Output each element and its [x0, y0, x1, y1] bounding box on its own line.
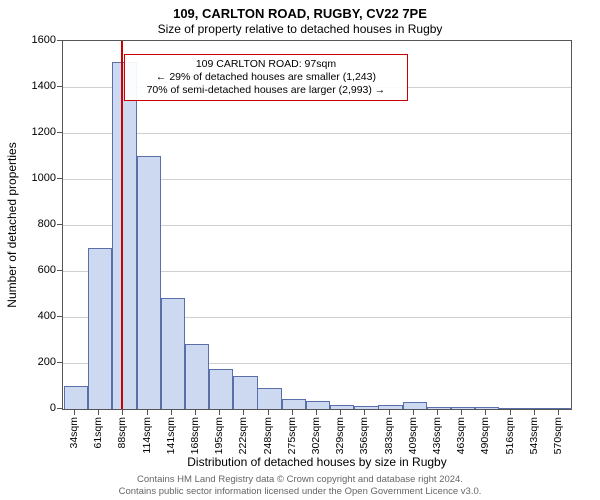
y-tick-label: 200	[38, 356, 56, 368]
x-axis-label: Distribution of detached houses by size …	[62, 455, 572, 469]
bar	[306, 401, 330, 409]
bar	[233, 376, 257, 409]
y-axis-ticks: 02004006008001000120014001600	[0, 40, 62, 410]
x-tick-label: 88sqm	[116, 417, 128, 449]
x-tick-mark	[413, 410, 414, 415]
x-tick-mark	[195, 410, 196, 415]
x-tick-label: 168sqm	[189, 417, 201, 454]
annotation-line3: 70% of semi-detached houses are larger (…	[131, 84, 401, 97]
y-tick-label: 1400	[32, 80, 56, 92]
bar	[257, 388, 281, 409]
x-tick-mark	[219, 410, 220, 415]
annotation-line2: ← 29% of detached houses are smaller (1,…	[131, 71, 401, 84]
x-tick-label: 248sqm	[262, 417, 274, 454]
x-tick-mark	[389, 410, 390, 415]
x-tick-mark	[364, 410, 365, 415]
bar	[209, 369, 233, 409]
x-tick-mark	[558, 410, 559, 415]
y-tick-label: 1600	[32, 34, 56, 46]
x-tick-label: 356sqm	[358, 417, 370, 454]
x-tick-mark	[316, 410, 317, 415]
x-tick-label: 516sqm	[504, 417, 516, 454]
x-tick-label: 409sqm	[407, 417, 419, 454]
plot-area: 109 CARLTON ROAD: 97sqm ← 29% of detache…	[62, 40, 572, 410]
y-tick-label: 800	[38, 218, 56, 230]
x-tick-label: 329sqm	[334, 417, 346, 454]
x-tick-mark	[340, 410, 341, 415]
bar	[185, 344, 209, 409]
x-tick-label: 490sqm	[479, 417, 491, 454]
footer-line1: Contains HM Land Registry data © Crown c…	[0, 474, 600, 485]
x-tick-mark	[74, 410, 75, 415]
y-tick-label: 600	[38, 264, 56, 276]
x-tick-mark	[171, 410, 172, 415]
x-tick-label: 222sqm	[237, 417, 249, 454]
bar	[378, 405, 402, 409]
x-tick-mark	[437, 410, 438, 415]
footer: Contains HM Land Registry data © Crown c…	[0, 474, 600, 497]
y-tick-label: 400	[38, 310, 56, 322]
bar	[161, 298, 185, 409]
annotation-box: 109 CARLTON ROAD: 97sqm ← 29% of detache…	[124, 54, 408, 101]
x-tick-label: 383sqm	[383, 417, 395, 454]
bar	[282, 399, 306, 409]
bar	[354, 406, 378, 409]
reference-line	[121, 41, 123, 409]
x-tick-label: 61sqm	[92, 417, 104, 449]
bar	[137, 156, 161, 409]
x-tick-label: 275sqm	[286, 417, 298, 454]
x-tick-mark	[485, 410, 486, 415]
y-tick-label: 1200	[32, 126, 56, 138]
x-tick-mark	[268, 410, 269, 415]
y-tick-label: 1000	[32, 172, 56, 184]
x-tick-label: 34sqm	[68, 417, 80, 449]
bar	[64, 386, 88, 409]
x-tick-label: 463sqm	[455, 417, 467, 454]
x-tick-label: 570sqm	[552, 417, 564, 454]
x-tick-label: 114sqm	[141, 417, 153, 454]
annotation-line1: 109 CARLTON ROAD: 97sqm	[131, 58, 401, 71]
chart-title: 109, CARLTON ROAD, RUGBY, CV22 7PE	[0, 0, 600, 21]
x-tick-label: 543sqm	[528, 417, 540, 454]
y-tick-label: 0	[50, 402, 56, 414]
chart-subtitle: Size of property relative to detached ho…	[0, 21, 600, 36]
bar	[330, 405, 354, 409]
x-tick-label: 436sqm	[431, 417, 443, 454]
bar	[427, 407, 451, 409]
bar	[88, 248, 112, 409]
x-tick-mark	[243, 410, 244, 415]
x-tick-mark	[122, 410, 123, 415]
bar	[112, 62, 136, 409]
x-tick-label: 195sqm	[213, 417, 225, 454]
x-tick-mark	[292, 410, 293, 415]
x-tick-label: 141sqm	[165, 417, 177, 454]
bar	[548, 408, 572, 409]
x-tick-label: 302sqm	[310, 417, 322, 454]
footer-line2: Contains public sector information licen…	[0, 486, 600, 497]
bar	[403, 402, 427, 409]
bar	[499, 408, 523, 409]
x-tick-mark	[534, 410, 535, 415]
x-tick-mark	[147, 410, 148, 415]
bar	[524, 408, 548, 409]
x-tick-mark	[510, 410, 511, 415]
bar	[451, 407, 475, 409]
x-tick-mark	[98, 410, 99, 415]
bar	[475, 407, 499, 409]
x-tick-mark	[461, 410, 462, 415]
